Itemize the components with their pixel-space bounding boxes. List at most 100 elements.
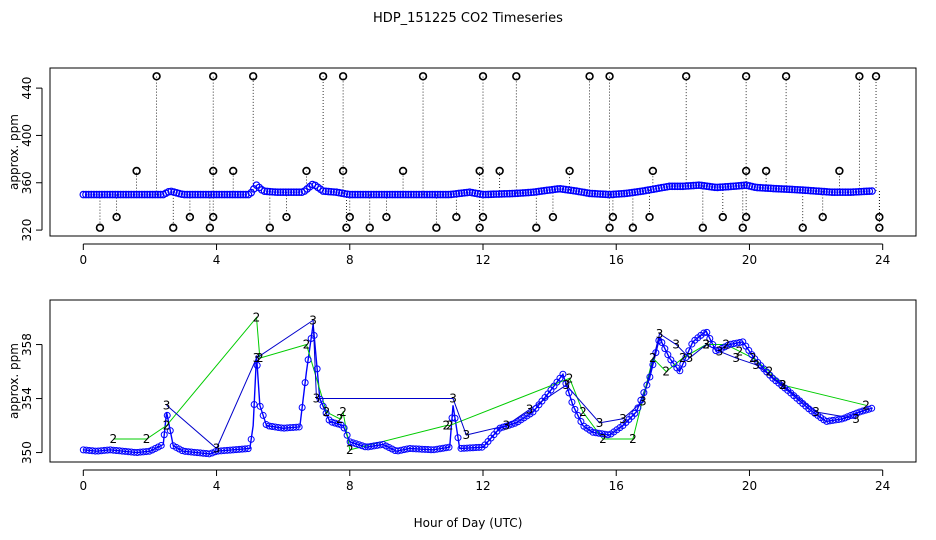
co2-point xyxy=(735,181,743,190)
co2-point xyxy=(785,185,794,194)
series-label-2: 2 xyxy=(143,432,151,446)
y-axis-label-top: approx. ppm xyxy=(7,114,21,190)
series-point-1 xyxy=(355,441,363,449)
co2-point xyxy=(503,189,511,198)
co2-point xyxy=(838,188,847,197)
y-axis-label-bottom: approx. ppm xyxy=(7,343,21,419)
co2-point xyxy=(95,190,104,199)
flag-point-mid xyxy=(565,166,574,176)
series-label-3: 3 xyxy=(313,392,321,406)
series-point-1 xyxy=(859,407,867,415)
co2-point xyxy=(481,190,490,199)
series-point-1 xyxy=(250,400,258,408)
co2-point xyxy=(199,190,208,199)
co2-point xyxy=(828,188,836,196)
flag-point-lower xyxy=(605,223,614,232)
series-label-3: 3 xyxy=(812,405,820,419)
flag-point-mid xyxy=(302,166,311,176)
series-point-1 xyxy=(496,424,504,432)
series-label-2: 2 xyxy=(323,405,331,419)
co2-point xyxy=(798,186,807,194)
flag-point-upper xyxy=(605,72,614,81)
co2-point xyxy=(164,187,173,196)
co2-point xyxy=(777,185,786,193)
co2-point xyxy=(457,189,466,197)
series-label-2: 2 xyxy=(779,378,787,392)
co2-point xyxy=(210,190,218,199)
co2-point xyxy=(585,189,594,198)
flag-point-mid xyxy=(398,166,408,176)
series-point-1 xyxy=(709,341,717,349)
plot-frame-top xyxy=(49,67,917,237)
co2-point xyxy=(607,190,615,199)
flag-point-mid xyxy=(132,166,141,176)
series-point-1 xyxy=(292,423,300,431)
series-point-1 xyxy=(502,422,510,430)
series-label-2: 2 xyxy=(862,398,870,412)
series-label-3: 3 xyxy=(852,412,860,426)
series-label-3: 3 xyxy=(526,402,534,416)
co2-point xyxy=(425,190,434,199)
series-label-2: 2 xyxy=(722,338,730,352)
flag-point-lower xyxy=(875,212,884,222)
co2-point xyxy=(468,188,477,197)
series-label-2: 2 xyxy=(649,351,657,365)
co2-point xyxy=(641,186,650,195)
co2-point xyxy=(284,188,293,197)
series-point-1 xyxy=(160,431,168,439)
co2-point xyxy=(282,188,290,197)
flag-point-lower xyxy=(818,212,827,222)
flag-point-upper xyxy=(318,72,328,81)
co2-point xyxy=(476,190,485,198)
series-point-1 xyxy=(475,443,483,451)
series-point-1 xyxy=(685,347,693,355)
series-label-2: 2 xyxy=(303,338,311,352)
co2-point xyxy=(460,189,469,197)
co2-point xyxy=(556,184,565,193)
panel-top: approx. ppm 0 4 8 12 16 20 24 320 360 400 440 xyxy=(7,67,917,267)
co2-point xyxy=(98,190,106,199)
co2-point xyxy=(196,190,205,199)
flag-point-upper xyxy=(478,72,488,81)
series-point-1 xyxy=(241,445,249,453)
co2-point xyxy=(135,190,144,199)
co2-point xyxy=(508,189,517,198)
co2-point xyxy=(868,187,876,195)
co2-point xyxy=(774,185,783,193)
series-label-3: 3 xyxy=(639,394,647,408)
flag-point-mid xyxy=(209,166,218,176)
co2-point xyxy=(820,187,828,196)
co2-point xyxy=(567,186,575,195)
co2-point xyxy=(673,182,682,191)
co2-point xyxy=(636,187,645,196)
series-point-1 xyxy=(676,367,684,375)
co2-point xyxy=(218,190,226,199)
series-label-3: 3 xyxy=(449,392,457,406)
co2-point xyxy=(447,190,455,199)
marks-top xyxy=(79,72,884,232)
co2-point xyxy=(660,183,668,192)
co2-point xyxy=(100,190,109,199)
co2-point xyxy=(790,185,799,194)
flag-point-lower xyxy=(209,212,218,222)
co2-point xyxy=(332,188,341,197)
co2-point xyxy=(417,190,426,199)
co2-point xyxy=(367,190,375,199)
co2-point xyxy=(724,182,732,191)
co2-point xyxy=(836,188,844,197)
series-label-2: 2 xyxy=(346,443,354,457)
series-point-1 xyxy=(634,404,642,412)
co2-point xyxy=(383,190,391,199)
flag-point-lower xyxy=(698,223,708,232)
x-tick-label-top: 12 xyxy=(475,253,490,267)
series-label-3: 3 xyxy=(213,442,221,456)
co2-point xyxy=(750,183,759,191)
co2-point xyxy=(559,185,567,193)
co2-point xyxy=(657,183,666,192)
co2-point xyxy=(279,188,287,197)
flag-point-mid xyxy=(835,166,844,176)
co2-point xyxy=(788,185,796,194)
series-point-1 xyxy=(352,440,360,448)
co2-point xyxy=(806,186,815,195)
